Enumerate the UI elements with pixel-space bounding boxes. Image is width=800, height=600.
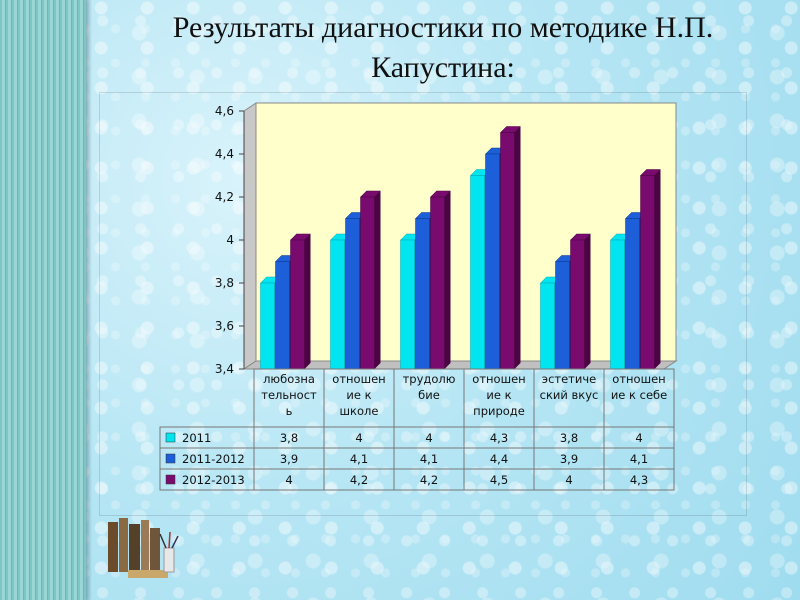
bar-side <box>444 191 451 369</box>
category-label: эстетиче ский вкус <box>540 372 599 402</box>
category-label: трудолю бие <box>403 372 456 402</box>
category-group <box>259 233 312 370</box>
y-tick-label: 4,4 <box>215 147 234 161</box>
bar <box>639 169 662 370</box>
bar-front <box>555 261 570 370</box>
bar-front <box>470 175 485 370</box>
data-label: 4 <box>635 431 642 445</box>
data-table: любозна тельност ь отношен ие к школе трудолю б… <box>159 368 675 491</box>
category-group <box>469 126 522 370</box>
bar <box>359 190 382 370</box>
bar-front <box>430 196 445 370</box>
category-group <box>399 190 452 370</box>
bar-side <box>514 126 521 369</box>
bar-side <box>304 234 311 369</box>
legend-swatch <box>165 474 176 485</box>
slide-title: Результаты диагностики по методике Н.П. … <box>86 8 800 88</box>
data-label: 4,3 <box>490 431 508 445</box>
legend-label: 2011-2012 <box>182 452 245 466</box>
category-group <box>329 190 382 370</box>
legend-swatch <box>165 453 176 464</box>
data-label: 4,1 <box>350 452 368 466</box>
bar-front <box>275 261 290 370</box>
decorative-left-strip <box>0 0 92 600</box>
legend-swatch <box>165 432 176 443</box>
bar-front <box>400 239 415 370</box>
y-tick-label: 4 <box>226 233 234 247</box>
bar-front <box>500 132 515 370</box>
bar <box>499 126 522 370</box>
bar-front <box>570 239 585 370</box>
data-label: 3,8 <box>560 431 578 445</box>
bar-front <box>360 196 375 370</box>
table-row: 2012-2013 4 4,2 4,2 4,5 4 4,3 <box>159 468 675 491</box>
bar <box>289 233 312 370</box>
category-label: любозна тельност ь <box>261 372 317 418</box>
bar-front <box>610 239 625 370</box>
bar-front <box>260 282 275 370</box>
bar-front <box>485 153 500 370</box>
table-cell <box>603 468 675 491</box>
category-group <box>609 169 662 370</box>
data-label: 4,3 <box>630 473 648 487</box>
bar-chart: 3,4 3,6 3,8 4 4,2 4,4 4,6 любозна тельност ь отнош… <box>159 102 678 491</box>
data-label: 4,2 <box>350 473 368 487</box>
bar-front <box>625 218 640 370</box>
y-axis: 3,4 3,6 3,8 4 4,2 4,4 4,6 <box>215 104 245 376</box>
y-tick-label: 4,6 <box>215 104 234 118</box>
bar-front <box>330 239 345 370</box>
chart-frame: 3,4 3,6 3,8 4 4,2 4,4 4,6 любозна тельност ь отнош… <box>100 93 746 515</box>
category-group <box>539 233 592 370</box>
slide-title-line-1: Результаты диагностики по методике Н.П. <box>172 11 714 44</box>
plot-side-wall <box>243 102 257 370</box>
bar-front <box>345 218 360 370</box>
category-label: отношен ие к природе <box>472 372 525 418</box>
bar <box>569 233 592 370</box>
data-label: 3,9 <box>280 452 298 466</box>
bar-side <box>584 234 591 369</box>
data-label: 3,9 <box>560 452 578 466</box>
books-clipart-icon <box>108 518 179 578</box>
data-label: 4,4 <box>490 452 508 466</box>
slide-title-line-2: Капустина: <box>371 51 515 84</box>
bar <box>429 190 452 370</box>
y-tick-label: 3,4 <box>215 362 234 376</box>
data-label: 4,5 <box>490 473 508 487</box>
data-label: 4,1 <box>630 452 648 466</box>
data-label: 4,1 <box>420 452 438 466</box>
plot-back-wall <box>255 102 677 362</box>
y-tick-label: 3,8 <box>215 276 234 290</box>
data-label: 4 <box>285 473 292 487</box>
bar-side <box>374 191 381 369</box>
bar-front <box>640 175 655 370</box>
category-label: отношен ие к школе <box>332 372 385 418</box>
data-label: 4,2 <box>420 473 438 487</box>
data-label: 4 <box>425 431 432 445</box>
table-row: 2011-2012 3,9 4,1 4,1 4,4 3,9 4,1 <box>159 447 675 470</box>
bar-side <box>654 169 661 369</box>
legend-label: 2012-2013 <box>182 473 245 487</box>
legend-label: 2011 <box>182 431 211 445</box>
bar-front <box>415 218 430 370</box>
table-row: 2011 3,8 4 4 4,3 3,8 4 <box>159 426 675 449</box>
data-label: 4 <box>565 473 572 487</box>
y-tick-label: 4,2 <box>215 190 234 204</box>
category-label: отношен ие к себе <box>611 372 667 402</box>
data-label: 4 <box>355 431 362 445</box>
bar-front <box>290 239 305 370</box>
data-label: 3,8 <box>280 431 298 445</box>
bar-front <box>540 282 555 370</box>
y-tick-label: 3,6 <box>215 319 234 333</box>
